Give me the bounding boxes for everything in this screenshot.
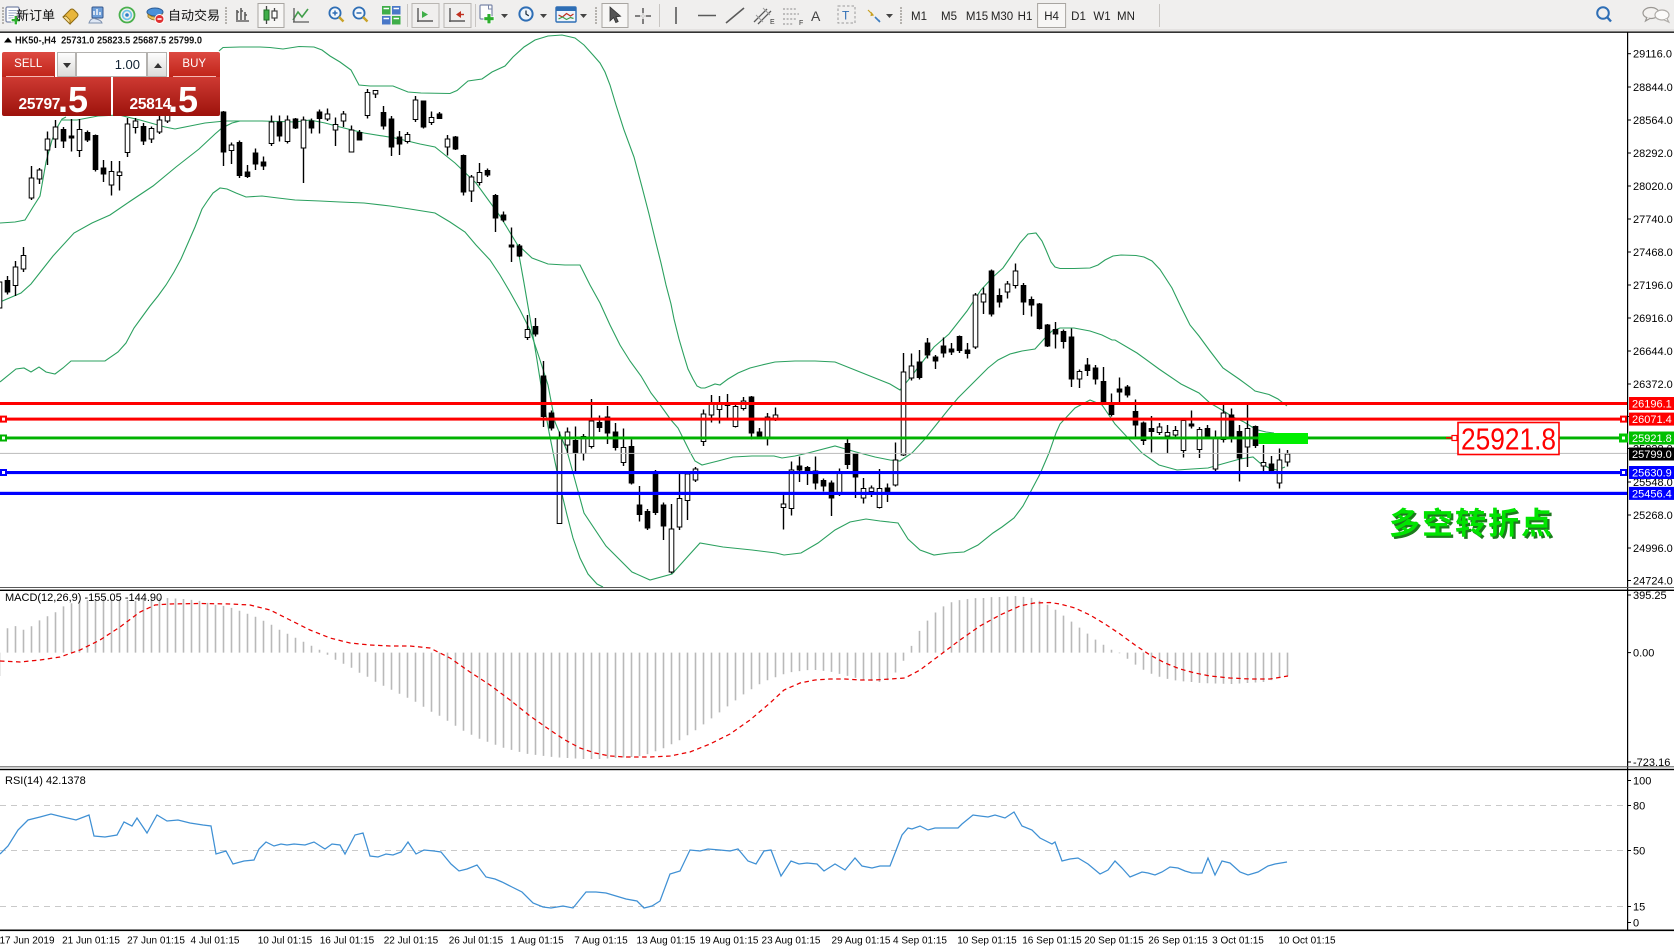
svg-text:10 Jul 01:15: 10 Jul 01:15 — [258, 936, 313, 947]
svg-text:16 Jul 01:15: 16 Jul 01:15 — [320, 936, 375, 947]
svg-text:19 Aug 01:15: 19 Aug 01:15 — [700, 936, 759, 947]
svg-text:27 Jun 01:15: 27 Jun 01:15 — [127, 936, 185, 947]
svg-text:29116.0: 29116.0 — [1633, 49, 1672, 61]
svg-text:23 Aug 01:15: 23 Aug 01:15 — [762, 936, 821, 947]
svg-text:24724.0: 24724.0 — [1633, 576, 1673, 588]
svg-text:M5: M5 — [941, 11, 957, 23]
svg-text:10 Sep 01:15: 10 Sep 01:15 — [957, 936, 1017, 947]
svg-text:W1: W1 — [1093, 11, 1110, 23]
svg-text:25799.0: 25799.0 — [1632, 449, 1672, 461]
svg-text:M30: M30 — [991, 11, 1013, 23]
svg-text:27740.0: 27740.0 — [1633, 214, 1673, 226]
svg-text:13 Aug 01:15: 13 Aug 01:15 — [637, 936, 696, 947]
svg-text:22 Jul 01:15: 22 Jul 01:15 — [384, 936, 439, 947]
svg-text:395.25: 395.25 — [1633, 590, 1667, 602]
svg-text:3 Oct 01:15: 3 Oct 01:15 — [1212, 936, 1264, 947]
svg-text:100: 100 — [1633, 776, 1651, 788]
svg-text:25548.0: 25548.0 — [1633, 477, 1673, 489]
svg-text:80: 80 — [1633, 801, 1645, 813]
svg-text:10 Oct 01:15: 10 Oct 01:15 — [1278, 936, 1336, 947]
svg-text:15: 15 — [1633, 902, 1645, 914]
svg-text:A: A — [811, 8, 821, 24]
svg-text:D1: D1 — [1071, 11, 1086, 23]
svg-text:H4: H4 — [1044, 11, 1059, 23]
svg-text:7 Aug 01:15: 7 Aug 01:15 — [574, 936, 628, 947]
svg-text:26644.0: 26644.0 — [1633, 346, 1673, 358]
svg-text:-723.16: -723.16 — [1633, 757, 1670, 769]
svg-text:24996.0: 24996.0 — [1633, 543, 1673, 555]
svg-text:50: 50 — [1633, 846, 1645, 858]
svg-text:26071.4: 26071.4 — [1632, 414, 1672, 426]
svg-text:28564.0: 28564.0 — [1633, 115, 1673, 127]
svg-text:26372.0: 26372.0 — [1633, 379, 1673, 391]
svg-text:4 Jul 01:15: 4 Jul 01:15 — [191, 936, 240, 947]
svg-text:27196.0: 27196.0 — [1633, 280, 1673, 292]
svg-text:M15: M15 — [966, 11, 988, 23]
svg-text:HK50-,H4 25731.0 25823.5 2568: HK50-,H4 25731.0 25823.5 25687.5 25799.0 — [15, 35, 202, 47]
svg-text:MN: MN — [1117, 11, 1135, 23]
svg-text:25921.8: 25921.8 — [1632, 433, 1672, 445]
svg-text:1 Aug 01:15: 1 Aug 01:15 — [510, 936, 564, 947]
svg-text:MACD(12,26,9) -155.05 -144.90: MACD(12,26,9) -155.05 -144.90 — [5, 592, 162, 604]
svg-text:T: T — [842, 9, 850, 23]
svg-text:25921.8: 25921.8 — [1461, 422, 1556, 457]
svg-text:29 Aug 01:15: 29 Aug 01:15 — [832, 936, 891, 947]
svg-text:26 Sep 01:15: 26 Sep 01:15 — [1148, 936, 1208, 947]
svg-text:0.00: 0.00 — [1633, 648, 1654, 660]
svg-text:26 Jul 01:15: 26 Jul 01:15 — [449, 936, 504, 947]
svg-text:28844.0: 28844.0 — [1633, 82, 1673, 94]
svg-text:16 Sep 01:15: 16 Sep 01:15 — [1022, 936, 1082, 947]
svg-text:M1: M1 — [911, 11, 927, 23]
svg-text:E: E — [770, 19, 775, 26]
svg-text:26196.1: 26196.1 — [1632, 399, 1672, 411]
svg-text:4 Sep 01:15: 4 Sep 01:15 — [893, 936, 947, 947]
svg-text:27468.0: 27468.0 — [1633, 247, 1673, 259]
svg-text:H1: H1 — [1018, 11, 1033, 23]
svg-text:28020.0: 28020.0 — [1633, 181, 1673, 193]
svg-text:28292.0: 28292.0 — [1633, 148, 1673, 160]
svg-text:25456.4: 25456.4 — [1632, 488, 1672, 500]
svg-text:17 Jun 2019: 17 Jun 2019 — [0, 936, 55, 947]
svg-text:25630.9: 25630.9 — [1632, 468, 1672, 480]
svg-text:21 Jun 01:15: 21 Jun 01:15 — [62, 936, 120, 947]
svg-text:F: F — [799, 20, 803, 27]
svg-text:25268.0: 25268.0 — [1633, 510, 1673, 522]
svg-text:RSI(14) 42.1378: RSI(14) 42.1378 — [5, 775, 86, 787]
svg-text:20 Sep 01:15: 20 Sep 01:15 — [1084, 936, 1144, 947]
svg-text:26916.0: 26916.0 — [1633, 313, 1673, 325]
svg-text:0: 0 — [1633, 918, 1639, 930]
